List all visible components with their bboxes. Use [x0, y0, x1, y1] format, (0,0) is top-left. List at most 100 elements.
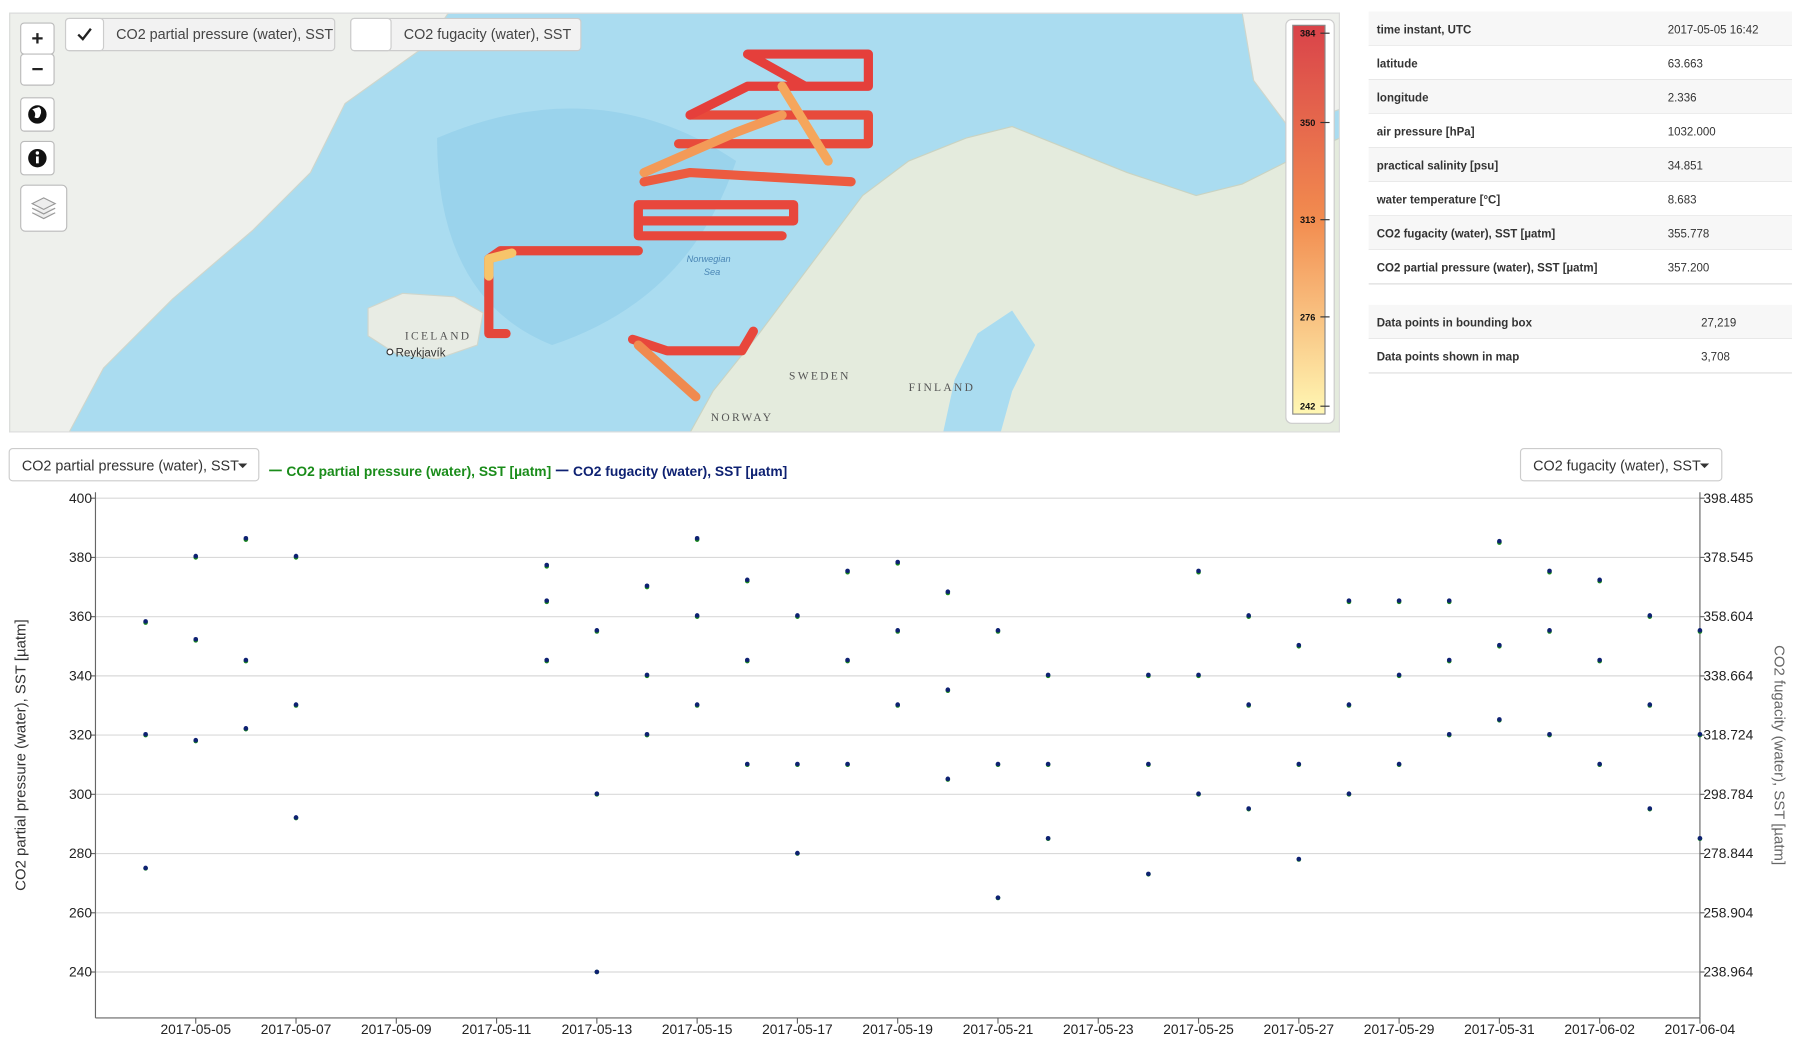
- info-row: [1368, 113, 1792, 148]
- map-label: FINLAND: [909, 382, 976, 394]
- info-key: CO2 partial pressure (water), SST [µatm]: [1377, 263, 1598, 275]
- colorbar-tick-label: 350: [1300, 118, 1315, 128]
- y-tick-label: 240: [69, 965, 92, 980]
- globe-button[interactable]: [20, 97, 55, 132]
- map-label: NORWAY: [711, 412, 774, 424]
- info-value: 1032.000: [1668, 127, 1716, 139]
- data-point: [1296, 761, 1302, 767]
- track-segment: [639, 110, 787, 178]
- y2-tick-label: 258.904: [1703, 905, 1753, 920]
- info-row: [1368, 181, 1792, 216]
- data-point: [644, 672, 650, 678]
- info-row: [1368, 338, 1792, 373]
- track-segment: [633, 200, 799, 241]
- data-point: [1446, 657, 1452, 663]
- y-tick-label: 400: [69, 491, 92, 506]
- layer-toggle[interactable]: CO2 partial pressure (water), SST: [64, 17, 336, 52]
- data-point: [995, 895, 1001, 900]
- zoom-in-label: +: [31, 27, 43, 50]
- track-segment: [685, 49, 873, 120]
- data-point: [845, 761, 850, 767]
- data-point: [293, 702, 299, 707]
- x-tick-label: 2017-05-09: [361, 1022, 432, 1037]
- info-key: Data points in bounding box: [1377, 318, 1533, 330]
- y2-tick-label: 358.604: [1703, 609, 1753, 624]
- data-point: [243, 726, 249, 731]
- x-tick-label: 2017-05-11: [462, 1022, 532, 1037]
- colorbar-tick-label: 242: [1300, 402, 1315, 412]
- data-point: [1697, 731, 1703, 737]
- data-point: [544, 562, 550, 568]
- info-key: latitude: [1377, 58, 1418, 70]
- x-tick-label: 2017-06-02: [1564, 1022, 1635, 1037]
- y-tick-label: 320: [69, 728, 92, 743]
- info-button[interactable]: [20, 140, 55, 176]
- y-tick-label: 300: [69, 787, 92, 802]
- y-tick-label: 380: [69, 550, 92, 565]
- info-row: [1368, 249, 1792, 284]
- iceland: [367, 292, 484, 360]
- legend-label: CO2 partial pressure (water), SST [µatm]: [286, 464, 551, 479]
- data-point: [1396, 672, 1402, 678]
- data-point: [845, 657, 850, 663]
- data-point: [1647, 613, 1653, 618]
- x-tick-label: 2017-05-25: [1163, 1022, 1234, 1037]
- data-point: [143, 619, 148, 624]
- data-point: [945, 589, 951, 595]
- info-value: 27,219: [1701, 318, 1736, 330]
- info-value: 34.851: [1668, 161, 1703, 173]
- data-point: [193, 553, 199, 559]
- data-point: [694, 535, 700, 541]
- data-point: [744, 577, 750, 583]
- info-key: air pressure [hPa]: [1377, 127, 1475, 139]
- map-label: Sea: [704, 267, 720, 277]
- x-tick-label: 2017-05-07: [261, 1022, 332, 1037]
- y-axis-title: CO2 partial pressure (water), SST [µatm]: [12, 619, 29, 890]
- select-label: CO2 fugacity (water), SST: [1533, 458, 1701, 474]
- zoom-out[interactable]: −: [20, 53, 55, 86]
- data-point: [1497, 642, 1502, 648]
- data-point: [1146, 761, 1151, 767]
- left-select[interactable]: CO2 partial pressure (water), SST: [8, 448, 260, 482]
- data-point: [1045, 761, 1051, 767]
- map[interactable]: ICELAND Reykjavík Norwegian Sea SWEDEN F…: [9, 12, 1340, 433]
- layer-toggle[interactable]: CO2 fugacity (water), SST: [350, 17, 582, 52]
- y-tick-label: 340: [69, 668, 92, 683]
- x-tick-label: 2017-05-31: [1464, 1022, 1535, 1037]
- right-select[interactable]: CO2 fugacity (water), SST: [1519, 448, 1723, 482]
- info-key: longitude: [1377, 92, 1429, 104]
- data-point: [1547, 568, 1552, 574]
- x-tick-label: 2017-05-23: [1063, 1022, 1134, 1037]
- data-point: [845, 568, 850, 574]
- map-border: [9, 12, 1340, 433]
- select-label: CO2 partial pressure (water), SST: [22, 458, 239, 474]
- y2-axis-title: CO2 fugacity (water), SST [µatm]: [1771, 645, 1788, 865]
- y2-tick-label: 378.545: [1703, 550, 1753, 565]
- info-row: [1368, 147, 1792, 182]
- zoom-in[interactable]: +: [20, 22, 55, 55]
- x-tick-label: 2017-05-29: [1364, 1022, 1435, 1037]
- data-point: [895, 559, 900, 565]
- x-tick-label: 2017-05-15: [662, 1022, 733, 1037]
- info-key: water temperature [°C]: [1376, 195, 1501, 207]
- data-point: [1446, 731, 1452, 737]
- data-point: [1196, 672, 1201, 678]
- data-point: [1647, 806, 1653, 811]
- data-point: [945, 776, 951, 782]
- map-label: Reykjavík: [396, 348, 446, 360]
- info-value: 355.778: [1668, 229, 1710, 241]
- info-row: [1368, 11, 1792, 46]
- data-point: [1196, 791, 1201, 796]
- data-point: [744, 657, 750, 663]
- data-point: [143, 731, 148, 737]
- map-label: ICELAND: [405, 330, 472, 342]
- info-value: 8.683: [1668, 195, 1697, 207]
- x-tick-label: 2017-05-19: [862, 1022, 933, 1037]
- map-label: Norwegian: [687, 254, 731, 264]
- data-point: [1246, 806, 1251, 811]
- layer-label: CO2 fugacity (water), SST: [404, 27, 572, 43]
- layers-button[interactable]: [20, 184, 68, 232]
- data-point: [594, 969, 600, 975]
- data-point: [1697, 835, 1703, 841]
